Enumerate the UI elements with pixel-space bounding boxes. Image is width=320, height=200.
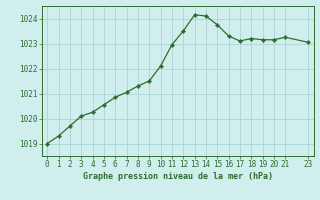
- X-axis label: Graphe pression niveau de la mer (hPa): Graphe pression niveau de la mer (hPa): [83, 172, 273, 181]
